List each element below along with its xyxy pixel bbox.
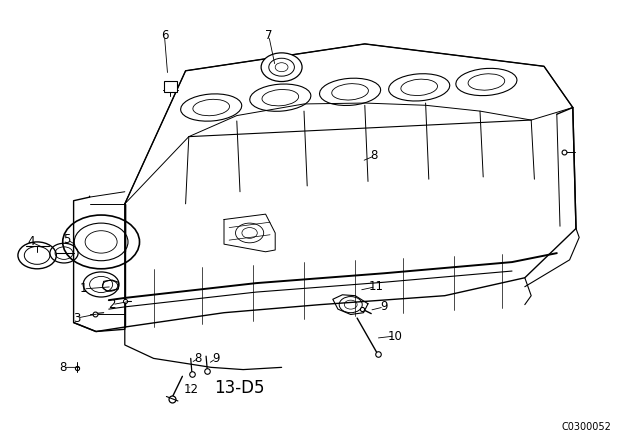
Text: 8: 8 bbox=[371, 149, 378, 163]
Text: 7: 7 bbox=[265, 29, 273, 43]
Text: 8: 8 bbox=[195, 352, 202, 365]
Text: 6: 6 bbox=[161, 29, 168, 43]
Text: 12: 12 bbox=[183, 383, 198, 396]
Text: 3: 3 bbox=[73, 311, 81, 325]
Bar bbox=[164, 81, 177, 92]
Circle shape bbox=[261, 53, 302, 82]
Text: 13-D5: 13-D5 bbox=[214, 379, 265, 396]
Text: 11: 11 bbox=[368, 280, 383, 293]
Text: 2: 2 bbox=[108, 298, 116, 311]
Text: 9: 9 bbox=[212, 352, 220, 365]
Text: 10: 10 bbox=[387, 329, 403, 343]
Text: C0300052: C0300052 bbox=[561, 422, 611, 432]
Text: 8: 8 bbox=[59, 361, 67, 374]
Text: 1: 1 bbox=[79, 282, 87, 296]
Text: 9: 9 bbox=[380, 300, 388, 314]
Text: 4: 4 bbox=[27, 235, 35, 249]
Text: 5: 5 bbox=[63, 233, 71, 246]
